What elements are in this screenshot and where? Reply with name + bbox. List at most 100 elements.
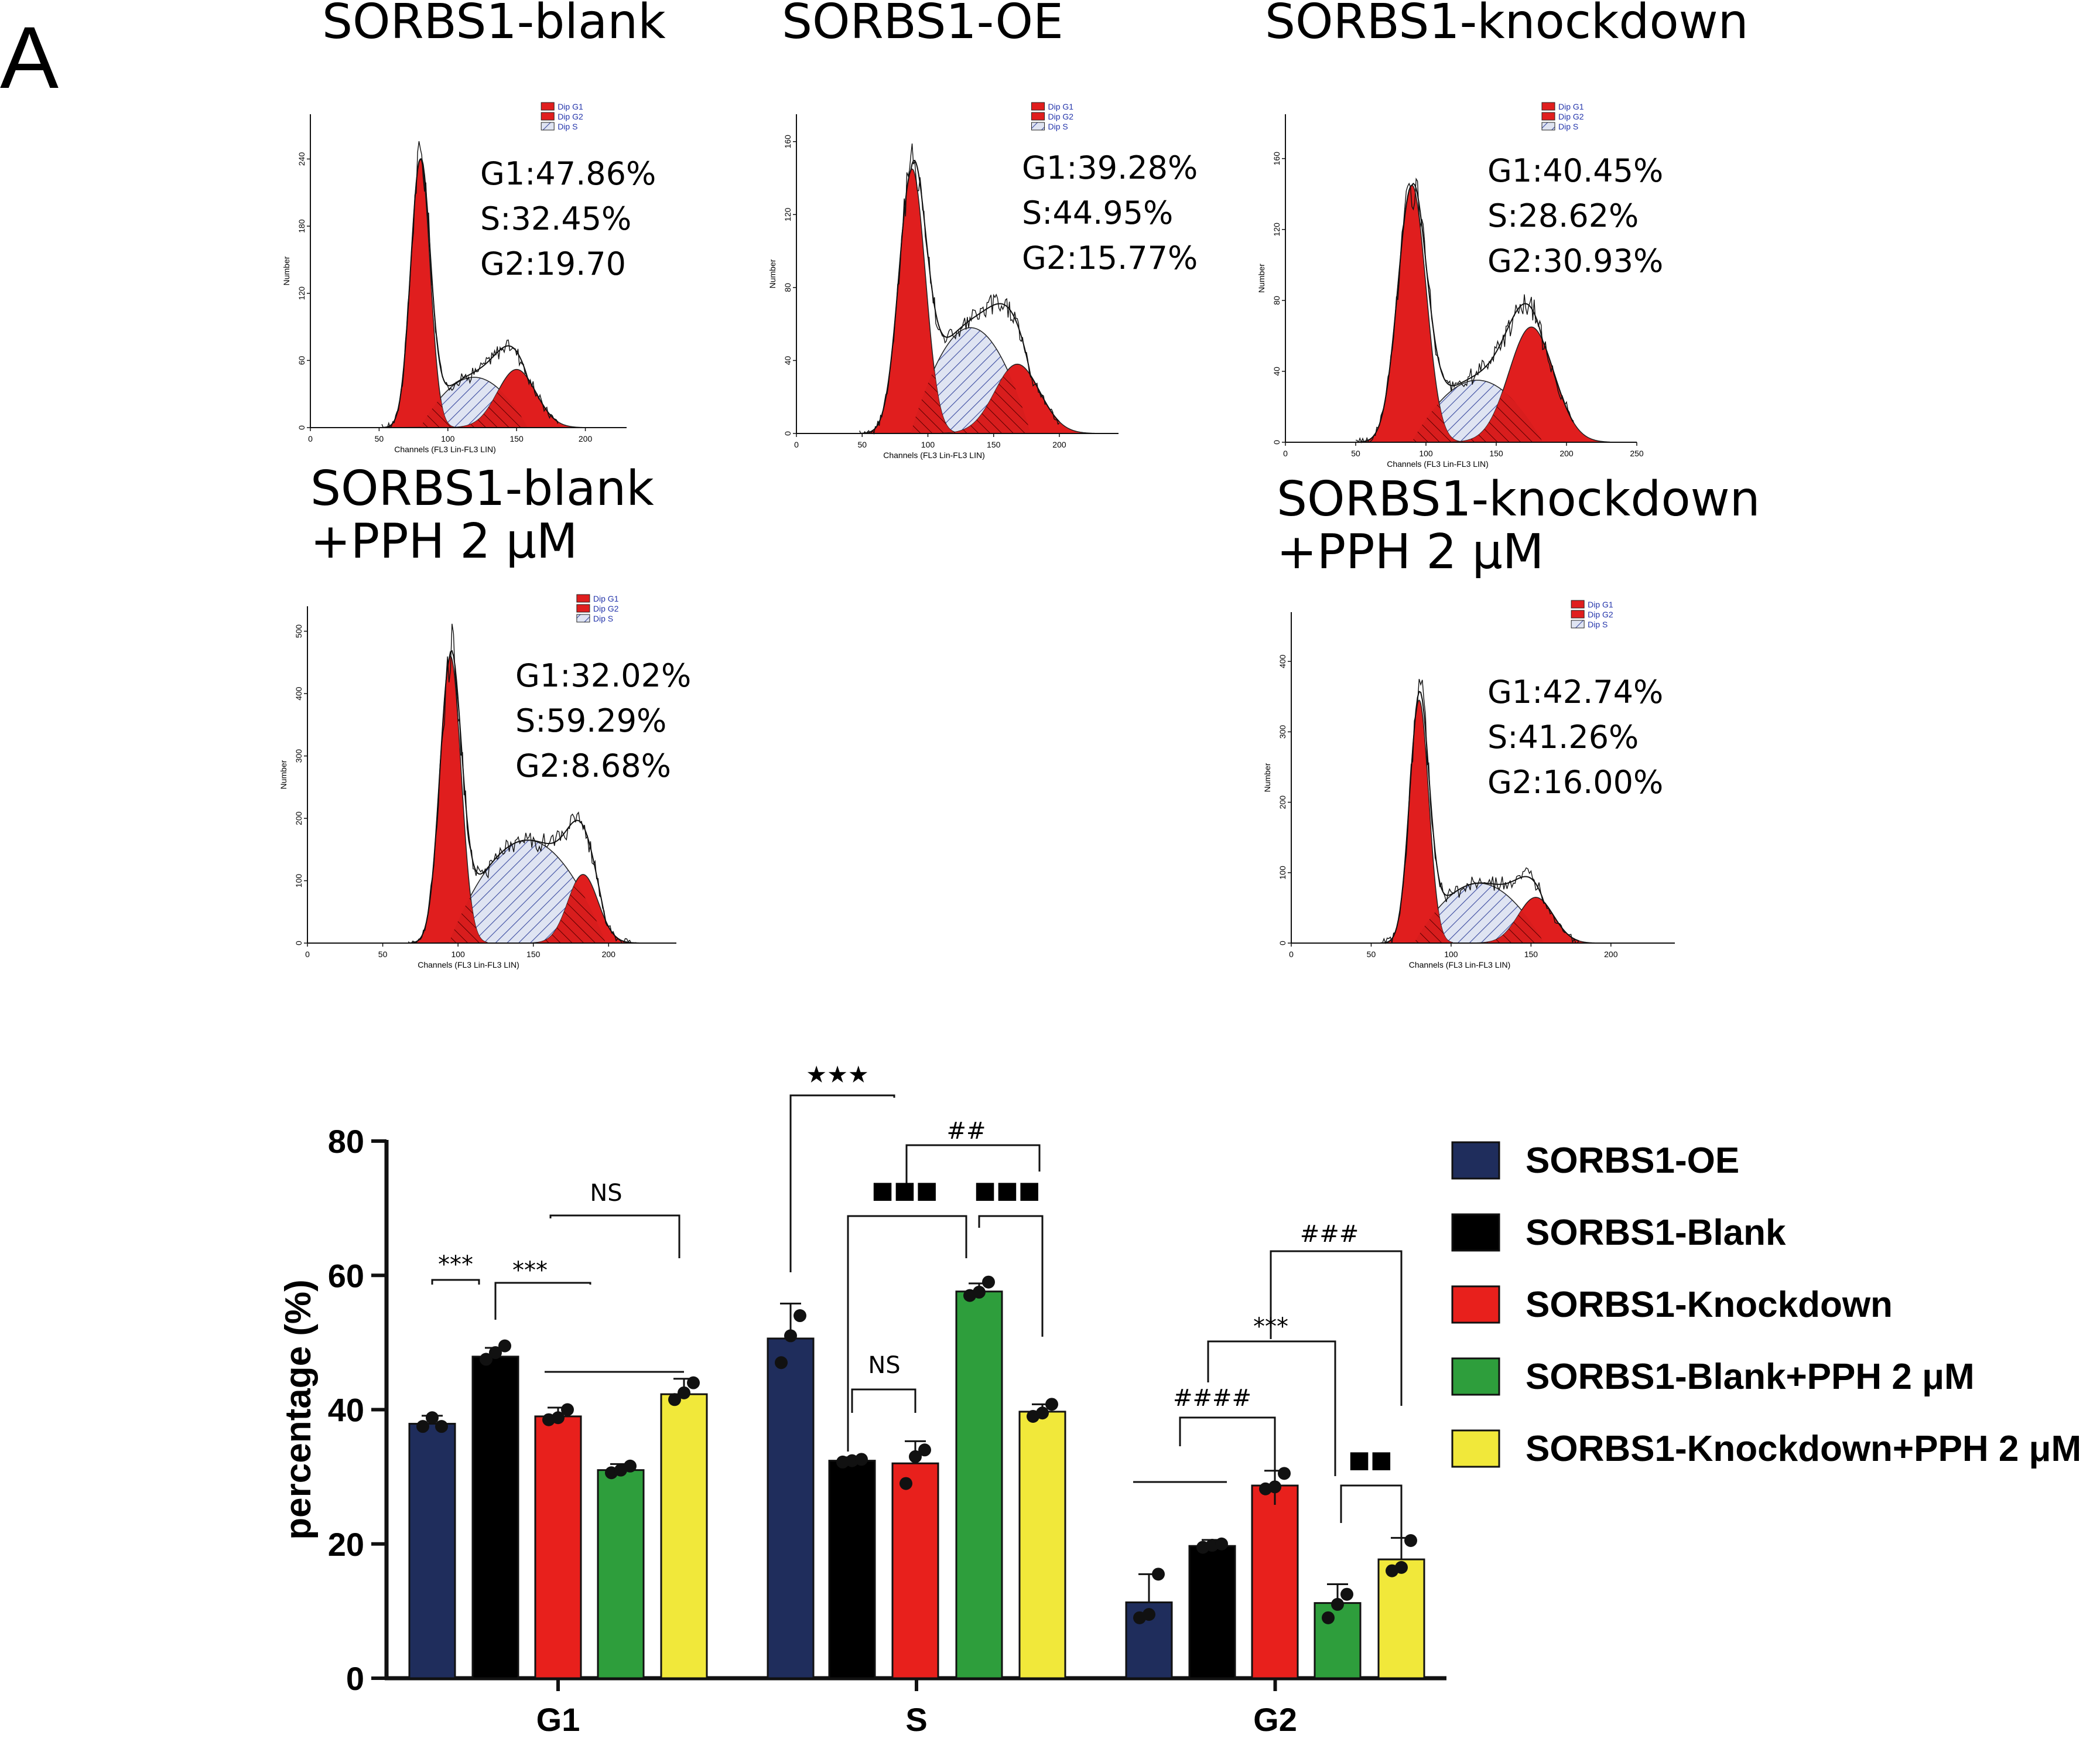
legend-swatch — [576, 614, 590, 623]
histogram-panel-2: SORBS1-OE 0 50 100 150 200 0 40 80 120 160 Channels… — [768, 0, 1198, 460]
g2-peak-overlap — [420, 390, 528, 428]
data-point — [687, 1376, 700, 1389]
legend-label: Dip G1 — [1048, 102, 1074, 111]
data-point — [426, 1411, 439, 1425]
x-axis-label: Channels (FL3 Lin-FL3 LIN) — [1387, 459, 1489, 469]
significance-bracket — [431, 1279, 480, 1285]
y-tick-label: 240 — [297, 152, 306, 166]
significance-bracket — [851, 1388, 916, 1413]
significance-label: ■■■ — [871, 1177, 938, 1204]
y-tick-label: 120 — [783, 207, 792, 221]
histogram-title: SORBS1-blank — [322, 0, 666, 50]
significance-label: NS — [868, 1352, 900, 1379]
g2-peak-overlap — [1414, 910, 1544, 943]
y-tick-label: 20 — [328, 1526, 364, 1563]
significance-label: *** — [512, 1257, 548, 1284]
y-tick-label: 80 — [1272, 296, 1281, 305]
data-point — [1152, 1568, 1165, 1581]
legend-swatch-2 — [1451, 1213, 1500, 1252]
y-tick-label: 400 — [294, 687, 303, 701]
data-trace — [381, 141, 559, 429]
g2-peak-overlap — [449, 882, 606, 943]
significance-label: ■■■ — [974, 1177, 1040, 1204]
legend-swatch — [1571, 610, 1585, 619]
cell-cycle-stat: G2:8.68% — [515, 747, 671, 784]
y-axis-label: Number — [282, 256, 291, 285]
data-point — [1331, 1597, 1344, 1611]
cell-cycle-stat: G2:19.70 — [480, 245, 626, 282]
x-tick-label-G1: G1 — [536, 1701, 580, 1738]
bar-S-5 — [1018, 1411, 1066, 1679]
y-tick-label: 160 — [783, 135, 792, 149]
x-tick-label: 100 — [1444, 950, 1458, 959]
histogram-panels: SORBS1-blank 0 50 100 150 200 0 60 120 180 240 Chan… — [279, 0, 1760, 969]
legend-swatch — [1541, 102, 1555, 111]
bar-G1-4 — [597, 1469, 645, 1679]
g1-peak-overlap — [1412, 403, 1543, 442]
y-tick-label: 180 — [297, 219, 306, 233]
x-tick-label-G2: G2 — [1253, 1701, 1297, 1738]
legend-swatch — [1571, 620, 1585, 629]
g1-peak-overlap — [449, 897, 606, 943]
data-point — [435, 1420, 448, 1433]
legend-label: Dip G1 — [1588, 600, 1613, 609]
g2-peak-overlap — [1412, 391, 1543, 442]
y-axis-label: Number — [279, 760, 288, 789]
x-tick-label: 0 — [1283, 449, 1288, 458]
significance-bracket — [1207, 1340, 1336, 1476]
legend-swatch-4 — [1451, 1357, 1500, 1396]
y-tick-label: 40 — [1272, 367, 1281, 376]
data-point — [1278, 1467, 1291, 1480]
legend-label: Dip S — [1048, 122, 1068, 131]
cell-cycle-stat: S:59.29% — [515, 702, 666, 739]
x-tick-label: 100 — [441, 434, 455, 443]
bar-G1-3 — [534, 1415, 582, 1679]
y-tick-label: 200 — [294, 811, 303, 825]
significance-bracket — [905, 1144, 1041, 1198]
significance-label: ## — [946, 1118, 986, 1145]
legend-label-2: SORBS1-Blank — [1526, 1213, 1786, 1253]
y-tick-label: 160 — [1272, 152, 1281, 166]
significance-bracket — [1179, 1416, 1276, 1505]
significance-bracket — [847, 1215, 967, 1452]
data-point — [1340, 1587, 1353, 1601]
data-point — [775, 1356, 788, 1370]
g1-peak — [386, 158, 454, 428]
x-tick-label: 200 — [1052, 440, 1066, 449]
x-tick-label: 0 — [794, 440, 799, 449]
legend-label: Dip S — [1588, 620, 1608, 629]
legend-swatch — [1541, 122, 1555, 131]
y-tick-label: 100 — [294, 874, 303, 888]
data-point — [855, 1453, 868, 1466]
legend-label: Dip G2 — [558, 112, 583, 121]
legend-swatch-3 — [1451, 1285, 1500, 1324]
data-point — [1036, 1406, 1049, 1420]
significance-bracket — [494, 1282, 591, 1320]
data-trace — [859, 143, 1060, 435]
significance-label: ■■ — [1348, 1446, 1393, 1473]
x-tick-label: 150 — [1524, 950, 1538, 959]
significance-bracket — [978, 1215, 1044, 1337]
significance-bracket — [1270, 1250, 1403, 1406]
data-point — [416, 1420, 429, 1433]
histogram-title: SORBS1-OE — [782, 0, 1063, 50]
cell-cycle-stat: G2:16.00% — [1487, 764, 1663, 801]
x-tick-label: 50 — [1367, 950, 1376, 959]
x-tick-label: 0 — [308, 434, 313, 443]
legend-swatch — [541, 102, 555, 111]
x-axis-label: Channels (FL3 Lin-FL3 LIN) — [394, 445, 496, 454]
cell-cycle-stat: G1:32.02% — [515, 657, 691, 694]
legend-label-4: SORBS1-Blank+PPH 2 μM — [1526, 1357, 1975, 1397]
cell-cycle-stat: S:32.45% — [480, 200, 631, 237]
y-tick-label: 0 — [1278, 941, 1287, 945]
legend-swatch — [1571, 600, 1585, 609]
data-point — [1404, 1534, 1417, 1548]
y-tick-label: 0 — [346, 1660, 364, 1697]
cell-cycle-stat: G2:15.77% — [1022, 240, 1198, 276]
cell-cycle-stat: G1:42.74% — [1487, 674, 1663, 711]
y-tick-label: 120 — [1272, 223, 1281, 237]
significance-label: *** — [438, 1251, 473, 1278]
y-tick-label: 120 — [297, 286, 306, 300]
significance-label: #### — [1173, 1385, 1251, 1412]
y-axis-label: Number — [1263, 763, 1272, 792]
